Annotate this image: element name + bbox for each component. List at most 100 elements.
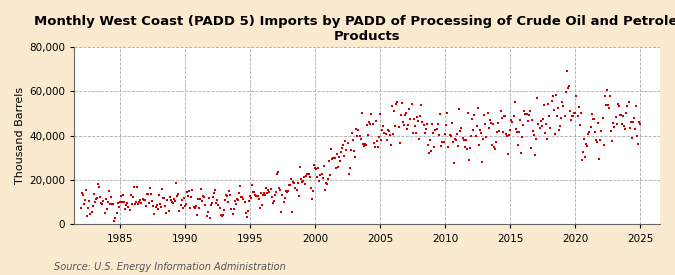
Point <box>549 132 560 136</box>
Point <box>560 89 571 94</box>
Point <box>346 148 356 152</box>
Point <box>394 141 405 145</box>
Point <box>374 135 385 139</box>
Point <box>423 151 434 155</box>
Point <box>94 185 105 189</box>
Point <box>419 131 430 135</box>
Point <box>465 146 476 150</box>
Point <box>547 94 558 99</box>
Point <box>612 102 623 106</box>
Point <box>113 204 124 209</box>
Point <box>167 201 178 206</box>
Point <box>451 138 462 142</box>
Point <box>355 137 366 142</box>
Point <box>283 189 294 193</box>
Point <box>367 122 378 126</box>
Point <box>569 111 580 115</box>
Point <box>225 193 236 197</box>
Point <box>526 145 537 150</box>
Point <box>101 207 112 211</box>
Point <box>235 184 246 188</box>
Point <box>383 128 394 133</box>
Point <box>524 109 535 113</box>
Point <box>437 139 448 144</box>
Point <box>121 203 132 207</box>
Point <box>144 186 155 190</box>
Point <box>460 138 471 142</box>
Point <box>323 177 333 181</box>
Point <box>471 124 482 128</box>
Point <box>624 126 635 130</box>
Point <box>393 125 404 129</box>
Point <box>159 196 169 201</box>
Point <box>414 136 425 141</box>
Point <box>165 197 176 202</box>
Point <box>310 167 321 172</box>
Point <box>580 155 591 160</box>
Point <box>274 186 285 190</box>
Point <box>387 104 398 108</box>
Point <box>402 127 412 131</box>
Point <box>227 211 238 216</box>
Point <box>452 132 462 137</box>
Point <box>454 106 464 111</box>
Point <box>244 193 255 198</box>
Point <box>188 205 199 209</box>
Point <box>526 118 537 122</box>
Point <box>364 119 375 124</box>
Point <box>110 216 121 220</box>
Point <box>537 124 547 128</box>
Point <box>269 193 280 197</box>
Point <box>391 101 402 106</box>
Point <box>142 192 153 196</box>
Point <box>416 102 427 107</box>
Point <box>429 145 439 149</box>
Point <box>469 113 480 118</box>
Point <box>480 121 491 126</box>
Point <box>537 117 548 121</box>
Point <box>559 113 570 118</box>
Point <box>459 145 470 149</box>
Point <box>147 199 158 204</box>
Point <box>290 186 301 190</box>
Point <box>172 194 183 198</box>
Point <box>292 180 303 185</box>
Point <box>405 117 416 122</box>
Point <box>509 99 520 104</box>
Point <box>133 201 144 206</box>
Point <box>153 193 164 197</box>
Point <box>256 203 267 207</box>
Point <box>76 206 86 210</box>
Point <box>215 213 226 217</box>
Point <box>198 194 209 199</box>
Point <box>605 94 616 98</box>
Point <box>377 128 387 132</box>
Point <box>578 136 589 141</box>
Point <box>306 197 317 202</box>
Point <box>614 104 624 108</box>
Point <box>199 195 210 199</box>
Point <box>507 120 518 125</box>
Point <box>258 193 269 197</box>
Point <box>209 191 219 196</box>
Point <box>317 176 328 180</box>
Point <box>497 130 508 134</box>
Point <box>514 118 525 122</box>
Point <box>593 121 603 125</box>
Point <box>196 186 207 191</box>
Point <box>203 196 214 200</box>
Point <box>349 149 360 153</box>
Point <box>294 165 305 169</box>
Point <box>350 155 360 159</box>
Point <box>528 128 539 133</box>
Point <box>505 128 516 132</box>
Point <box>115 194 126 198</box>
Point <box>371 139 382 144</box>
Point <box>512 130 522 134</box>
Point <box>396 113 406 117</box>
Point <box>341 148 352 153</box>
Text: Source: U.S. Energy Information Administration: Source: U.S. Energy Information Administ… <box>54 262 286 272</box>
Point <box>618 114 628 118</box>
Point <box>495 109 506 114</box>
Point <box>146 192 157 196</box>
